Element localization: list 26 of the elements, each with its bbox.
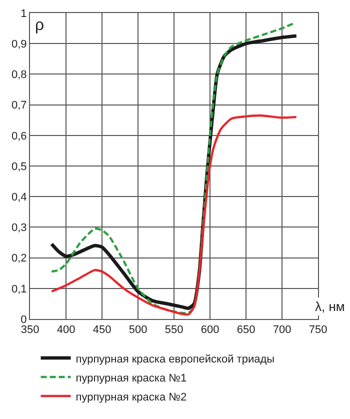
y-tick-label: 0 bbox=[20, 314, 27, 326]
legend-label: пурпурная краска №1 bbox=[76, 372, 187, 384]
y-tick-label: 1 bbox=[20, 8, 27, 20]
x-tick-label: 650 bbox=[236, 324, 256, 336]
x-tick-label: 400 bbox=[56, 324, 76, 336]
y-tick-label: 0,4 bbox=[12, 191, 27, 204]
x-tick-label: 550 bbox=[164, 324, 184, 336]
y-axis-title: ρ bbox=[35, 17, 44, 34]
y-tick-label: 0,6 bbox=[12, 130, 27, 142]
x-tick-label: 600 bbox=[200, 324, 220, 336]
x-axis-title: λ, нм bbox=[315, 299, 345, 314]
y-tick-label: 0,2 bbox=[12, 252, 27, 265]
x-tick-label: 350 bbox=[20, 324, 40, 336]
y-tick-label: 0,5 bbox=[12, 160, 27, 173]
y-tick-label: 0,1 bbox=[12, 283, 27, 296]
x-tick-label: 700 bbox=[272, 324, 292, 336]
legend-label: пурпурная краска европейской триады bbox=[76, 353, 275, 366]
x-tick-label: 500 bbox=[128, 324, 148, 336]
legend-label: пурпурная краска №2 bbox=[76, 391, 187, 404]
y-tick-label: 0,7 bbox=[12, 100, 27, 112]
x-tick-label: 450 bbox=[92, 324, 112, 336]
line-series bbox=[50, 114, 298, 316]
y-tick-label: 0,3 bbox=[12, 222, 27, 234]
y-tick-label: 0,8 bbox=[12, 69, 27, 82]
x-tick-label: 750 bbox=[308, 324, 328, 336]
y-tick-label: 0,9 bbox=[12, 38, 27, 50]
